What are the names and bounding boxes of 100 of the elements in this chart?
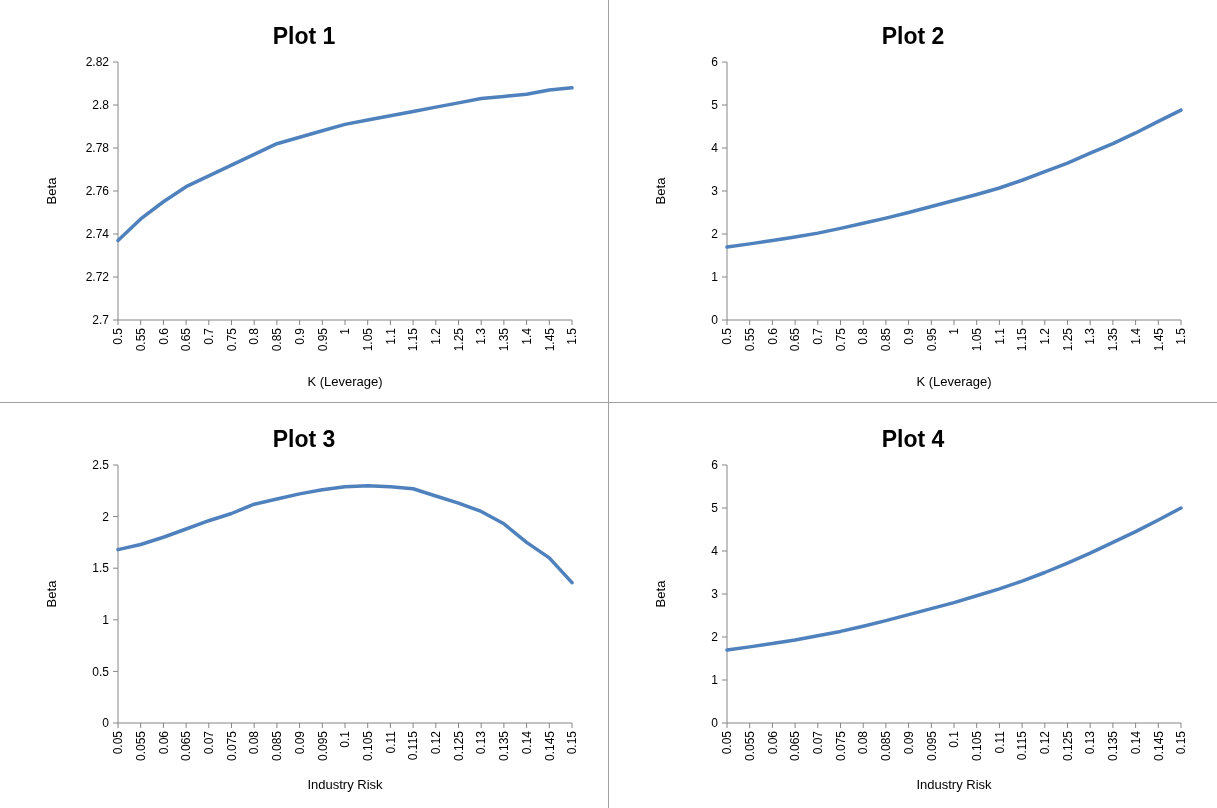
y-tick-label: 2.78 [85, 141, 110, 156]
x-tick-label: 1.2 [429, 327, 443, 345]
x-tick-label: 1.05 [360, 327, 375, 352]
y-axis-title: Beta [653, 579, 668, 608]
y-tick-label: 1 [711, 270, 719, 285]
x-tick-label: 1.3 [1083, 327, 1098, 345]
x-tick-label: 0.115 [1015, 730, 1030, 761]
x-tick-label: 0.06 [156, 730, 171, 755]
x-tick-label: 0.85 [270, 327, 285, 352]
x-tick-label: 0.55 [742, 327, 757, 352]
y-tick-label: 0.5 [92, 664, 110, 679]
x-tick-label: 0.065 [179, 730, 194, 762]
y-tick-label: 2.72 [85, 270, 110, 285]
x-tick-label: 0.05 [720, 730, 735, 755]
x-tick-label: 0.075 [833, 730, 848, 762]
x-tick-label: 0.075 [224, 730, 239, 762]
x-tick-label: 0.12 [1038, 730, 1052, 755]
x-tick-label: 0.13 [474, 730, 489, 755]
x-tick-label: 0.055 [742, 730, 757, 762]
x-tick-label: 1.5 [565, 327, 580, 345]
x-tick-label: 1 [338, 327, 353, 335]
x-tick-label: 0.055 [133, 730, 148, 762]
y-tick-label: 5 [711, 501, 719, 516]
x-tick-label: 0.08 [247, 730, 262, 755]
x-tick-label: 0.08 [856, 730, 871, 755]
x-tick-label: 0.13 [1083, 730, 1098, 755]
x-tick-label: 0.115 [406, 730, 421, 761]
y-axis-title: Beta [44, 176, 59, 205]
x-tick-label: 0.14 [1128, 730, 1143, 755]
y-tick-label: 1 [711, 673, 719, 688]
x-tick-label: 1.25 [451, 327, 466, 352]
x-tick-label: 0.06 [765, 730, 780, 755]
line-series [116, 483, 574, 585]
x-tick-label: 0.105 [969, 730, 984, 762]
y-tick-label: 2.8 [92, 98, 110, 113]
x-tick-label: 0.07 [811, 730, 825, 755]
chart-title: Plot 1 [272, 23, 336, 49]
x-tick-label: 0.15 [565, 730, 580, 755]
x-tick-label: 0.15 [1174, 730, 1189, 755]
x-tick-label: 0.75 [224, 327, 239, 352]
line-series [725, 108, 1183, 249]
x-tick-label: 0.9 [901, 327, 916, 345]
x-tick-label: 1.45 [1151, 327, 1166, 352]
x-tick-label: 0.11 [383, 730, 398, 754]
y-tick-label: 2.82 [85, 55, 110, 70]
y-tick-label: 3 [711, 184, 719, 199]
y-tick-label: 1 [102, 613, 110, 627]
y-tick-label: 1.5 [92, 561, 110, 576]
y-tick-label: 5 [711, 98, 719, 113]
x-tick-label: 1.15 [406, 327, 421, 352]
y-tick-label: 6 [711, 458, 719, 473]
x-tick-label: 0.95 [924, 327, 939, 352]
y-axis-title: Beta [653, 176, 668, 205]
x-tick-label: 0.85 [879, 327, 894, 352]
x-tick-label: 1.05 [969, 327, 984, 352]
line-series [725, 506, 1183, 652]
x-tick-label: 0.145 [542, 730, 557, 762]
y-tick-label: 0 [711, 716, 719, 731]
x-tick-label: 0.9 [292, 327, 307, 345]
x-tick-label: 1.25 [1060, 327, 1075, 352]
x-tick-label: 0.11 [992, 730, 1007, 754]
x-tick-label: 1.35 [497, 327, 512, 352]
x-tick-label: 0.8 [247, 327, 262, 345]
x-tick-label: 0.7 [202, 327, 216, 345]
x-tick-label: 1.4 [1128, 327, 1143, 345]
y-tick-label: 2 [711, 630, 719, 645]
y-tick-label: 2.7 [92, 313, 110, 328]
x-axis-title: Industry Risk [307, 777, 384, 792]
x-tick-label: 0.95 [315, 327, 330, 352]
x-tick-label: 1.15 [1015, 327, 1030, 352]
x-tick-label: 0.7 [811, 327, 825, 345]
y-tick-label: 2.76 [85, 184, 110, 199]
chart-title: Plot 3 [272, 426, 336, 452]
y-tick-label: 4 [711, 544, 719, 559]
y-tick-label: 2.5 [92, 458, 110, 473]
x-axis-title: K (Leverage) [916, 374, 992, 389]
x-tick-label: 0.09 [292, 730, 307, 755]
x-tick-label: 0.05 [111, 730, 126, 755]
x-tick-label: 1.1 [992, 327, 1007, 345]
line-series [116, 86, 574, 243]
x-tick-label: 1.2 [1038, 327, 1052, 345]
x-tick-label: 0.6 [765, 327, 780, 345]
y-tick-label: 4 [711, 141, 719, 156]
y-tick-label: 3 [711, 587, 719, 602]
x-tick-label: 0.085 [270, 730, 285, 762]
y-tick-label: 2.74 [85, 227, 110, 242]
x-tick-label: 1.45 [542, 327, 557, 352]
x-tick-label: 1.4 [519, 327, 534, 345]
x-tick-label: 0.07 [202, 730, 216, 755]
x-tick-label: 0.095 [924, 730, 939, 762]
x-tick-label: 0.65 [179, 327, 194, 352]
x-tick-label: 0.125 [451, 730, 466, 762]
y-tick-label: 0 [102, 716, 110, 731]
x-tick-label: 0.6 [156, 327, 171, 345]
y-tick-label: 2 [711, 227, 719, 242]
y-tick-label: 2 [102, 509, 110, 524]
x-tick-label: 0.135 [497, 730, 512, 762]
x-tick-label: 0.75 [833, 327, 848, 352]
x-tick-label: 0.65 [788, 327, 803, 352]
x-tick-label: 0.105 [360, 730, 375, 762]
